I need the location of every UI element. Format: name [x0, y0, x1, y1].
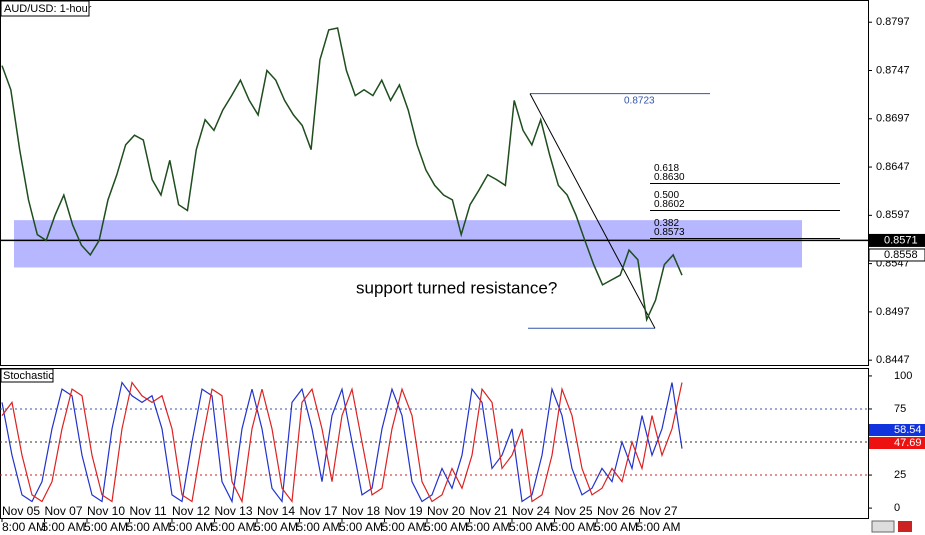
price-box — [868, 248, 925, 262]
shift-icon[interactable] — [898, 521, 912, 532]
x-time-label: 5:00 AM — [424, 520, 468, 534]
x-date-label: Nov 27 — [640, 504, 678, 518]
x-time-label: 5:00 AM — [169, 520, 213, 534]
y-tick-label: 0.8647 — [876, 161, 910, 173]
x-time-label: 5:00 AM — [339, 520, 383, 534]
title-box — [0, 0, 90, 17]
x-time-label: 5:00 AM — [84, 520, 128, 534]
support-zone — [14, 220, 802, 268]
x-date-label: Nov 12 — [172, 504, 210, 518]
price-box-label: 0.8571 — [884, 234, 918, 246]
y-tick-label: 0.8597 — [876, 209, 910, 221]
fib-high-label: 0.8723 — [624, 95, 655, 106]
y-tick-label: 0.8447 — [876, 354, 910, 366]
stoch-line — [1, 381, 683, 504]
x-time-label: 5:00 AM — [254, 520, 298, 534]
fib-price: 0.8630 — [654, 172, 685, 183]
price-box — [868, 233, 925, 247]
stoch-box-label: 58.54 — [894, 424, 922, 436]
price-box-label: 0.8558 — [884, 249, 918, 261]
x-date-label: Nov 10 — [87, 504, 125, 518]
annotation: support turned resistance? — [356, 278, 557, 297]
stoch-tick-label: 75 — [894, 403, 906, 415]
x-date-label: Nov 25 — [555, 504, 593, 518]
y-tick-label: 0.8747 — [876, 64, 910, 76]
x-date-label: Nov 14 — [257, 504, 295, 518]
x-time-label: 5:00 AM — [467, 520, 511, 534]
stoch-line — [1, 381, 683, 504]
price-panel — [0, 0, 869, 366]
x-date-label: Nov 20 — [427, 504, 465, 518]
chart-title: AUD/USD: 1-hour — [4, 3, 92, 15]
scroll-icon[interactable] — [871, 520, 895, 533]
fib-ratio: 0.618 — [654, 163, 679, 174]
x-time-label: 5:00 AM — [552, 520, 596, 534]
y-tick-label: 0.8697 — [876, 113, 910, 125]
x-date-label: Nov 05 — [2, 504, 40, 518]
x-time-label: 5:00 AM — [509, 520, 553, 534]
stoch-tick-label: 25 — [894, 469, 906, 481]
x-date-label: Nov 13 — [215, 504, 253, 518]
x-time-label: 8:00 AM — [2, 520, 46, 534]
stoch-box — [869, 424, 925, 436]
stoch-title-box — [0, 368, 54, 383]
x-time-label: 5:00 AM — [297, 520, 341, 534]
fib-price: 0.8573 — [654, 227, 685, 238]
fib-price: 0.8602 — [654, 199, 685, 210]
x-time-label: 5:00 AM — [382, 520, 426, 534]
x-time-label: 5:00 AM — [594, 520, 638, 534]
x-time-label: 5:00 AM — [127, 520, 171, 534]
x-date-label: Nov 19 — [385, 504, 423, 518]
x-time-label: 5:00 AM — [637, 520, 681, 534]
stoch-box — [869, 437, 925, 449]
x-date-label: Nov 21 — [470, 504, 508, 518]
x-date-label: Nov 26 — [597, 504, 635, 518]
stoch-tick-label: 100 — [894, 370, 912, 382]
fib-trend — [529, 93, 656, 329]
stoch-box-label: 47.69 — [894, 437, 922, 449]
stochastic-panel — [0, 368, 869, 519]
price-line — [1, 27, 683, 323]
x-date-label: Nov 07 — [45, 504, 83, 518]
y-tick-label: 0.8797 — [876, 16, 910, 28]
fib-ratio: 0.500 — [654, 190, 679, 201]
x-time-label: 5:00 AM — [212, 520, 256, 534]
x-date-label: Nov 18 — [342, 504, 380, 518]
x-time-label: 5:00 AM — [42, 520, 86, 534]
stoch-title: Stochastic — [3, 370, 54, 382]
x-date-label: Nov 17 — [300, 504, 338, 518]
y-tick-label: 0.8497 — [876, 306, 910, 318]
x-date-label: Nov 11 — [130, 504, 167, 518]
stoch-tick-label: 0 — [894, 502, 900, 514]
fib-ratio: 0.382 — [654, 218, 679, 229]
x-date-label: Nov 24 — [512, 504, 550, 518]
